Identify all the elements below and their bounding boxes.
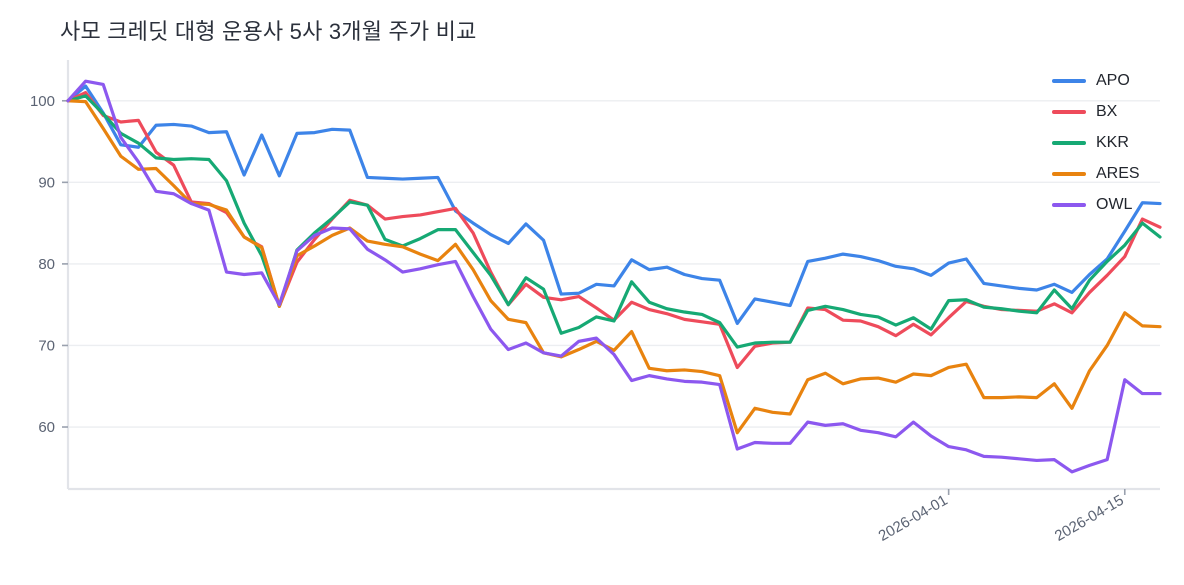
legend-color-swatch xyxy=(1052,110,1086,114)
y-tick-label: 90 xyxy=(38,174,55,191)
gridlines-group xyxy=(68,100,1160,428)
x-tick-marks xyxy=(947,489,1126,495)
legend-color-swatch xyxy=(1052,203,1086,207)
y-tick-label: 100 xyxy=(30,93,55,110)
legend-item-owl[interactable]: OWL xyxy=(1052,194,1140,216)
legend-item-label: BX xyxy=(1096,103,1118,120)
series-line-kkr xyxy=(66,94,1162,349)
legend-color-swatch xyxy=(1052,141,1086,145)
page-title: 사모 크레딧 대형 운용사 5사 3개월 주가 비교 xyxy=(60,19,477,44)
legend-item-label: KKR xyxy=(1096,134,1129,151)
chart-legend: APO BX KKR ARES OWL xyxy=(1052,70,1140,216)
y-tick-label: 60 xyxy=(38,419,55,436)
legend-item-kkr[interactable]: KKR xyxy=(1052,132,1140,154)
y-tick-label: 70 xyxy=(38,337,55,354)
legend-item-label: ARES xyxy=(1096,165,1140,182)
legend-item-apo[interactable]: APO xyxy=(1052,70,1140,92)
legend-item-bx[interactable]: BX xyxy=(1052,101,1140,123)
y-axis-labels: 60 70 80 90 100 xyxy=(30,93,55,436)
y-tick-label: 80 xyxy=(38,256,55,273)
series-line-ares xyxy=(66,99,1162,435)
x-tick-label: 2026-04-01 xyxy=(876,492,951,545)
x-axis-labels: 2026-04-01 2026-04-15 xyxy=(876,492,1127,545)
legend-item-label: APO xyxy=(1096,72,1130,89)
axes-group xyxy=(66,60,1160,491)
legend-item-label: OWL xyxy=(1096,196,1133,213)
legend-item-ares[interactable]: ARES xyxy=(1052,163,1140,185)
series-line-apo xyxy=(66,84,1162,326)
legend-color-swatch xyxy=(1052,172,1086,176)
legend-color-swatch xyxy=(1052,79,1086,83)
series-line-owl xyxy=(66,79,1162,474)
series-line-bx xyxy=(66,91,1162,370)
x-tick-label: 2026-04-15 xyxy=(1052,492,1127,545)
series-lines-group xyxy=(66,79,1162,474)
